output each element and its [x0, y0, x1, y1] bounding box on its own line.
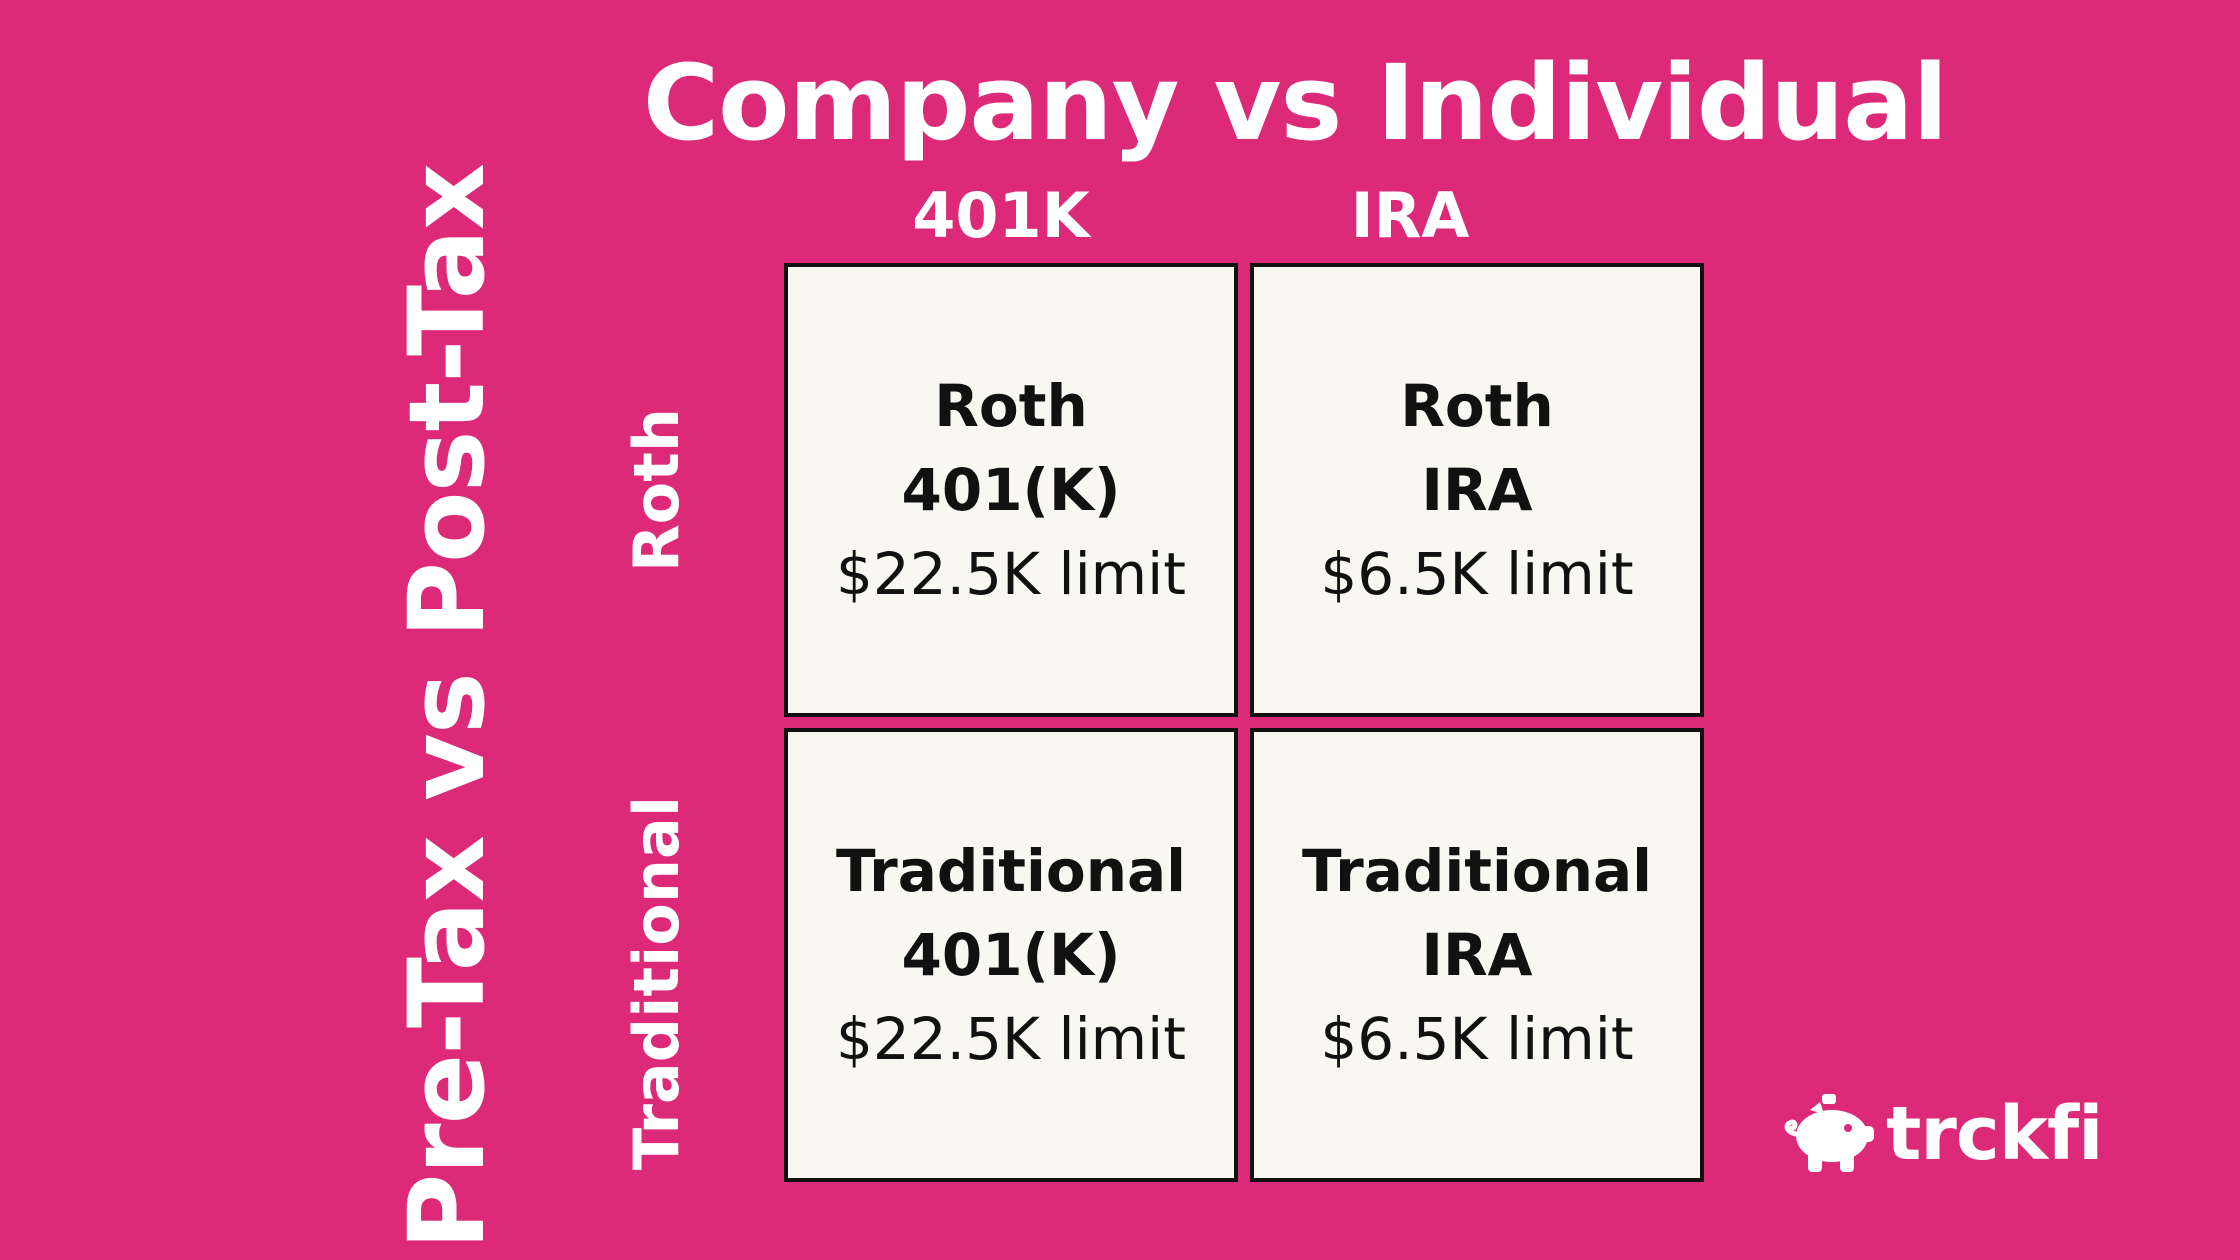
brand-logo: trckfi	[1782, 1091, 2104, 1177]
cell-title: Roth	[934, 372, 1088, 440]
diagram-title: Company vs Individual	[642, 42, 1948, 164]
cell-subtitle: 401(K)	[901, 921, 1121, 989]
cell-title: Traditional	[1301, 837, 1653, 905]
brand-logo-text: trckfi	[1886, 1091, 2104, 1177]
cell-title: Traditional	[835, 837, 1187, 905]
cell-title: Roth	[1400, 372, 1554, 440]
row-label-traditional: Traditional	[620, 795, 693, 1171]
cell-traditional-401k: Traditional 401(K) $22.5K limit	[784, 728, 1238, 1182]
vertical-axis-label: Pre-Tax vs Post-Tax	[386, 164, 508, 1250]
cell-subtitle: IRA	[1421, 456, 1533, 524]
column-header-ira: IRA	[1350, 179, 1470, 252]
cell-limit: $22.5K limit	[835, 540, 1187, 608]
cell-subtitle: IRA	[1421, 921, 1533, 989]
cell-subtitle: 401(K)	[901, 456, 1121, 524]
cell-traditional-ira: Traditional IRA $6.5K limit	[1250, 728, 1704, 1182]
cell-limit: $6.5K limit	[1320, 1005, 1634, 1073]
piggy-bank-icon	[1784, 1094, 1874, 1172]
column-header-401k: 401K	[912, 179, 1090, 252]
cell-limit: $22.5K limit	[835, 1005, 1187, 1073]
cell-limit: $6.5K limit	[1320, 540, 1634, 608]
cell-roth-ira: Roth IRA $6.5K limit	[1250, 263, 1704, 717]
cell-roth-401k: Roth 401(K) $22.5K limit	[784, 263, 1238, 717]
row-label-roth: Roth	[620, 407, 693, 573]
